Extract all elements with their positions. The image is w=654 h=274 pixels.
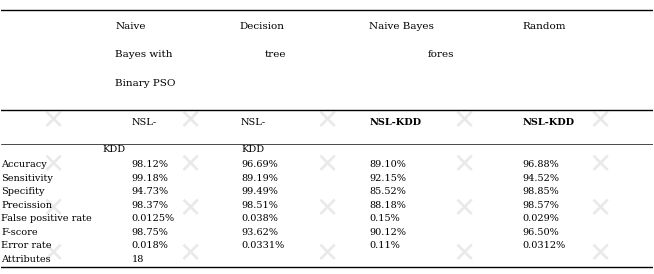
Text: 0.018%: 0.018%: [131, 241, 169, 250]
Text: ✕: ✕: [179, 107, 202, 135]
Text: ✕: ✕: [42, 195, 65, 223]
Text: ✕: ✕: [42, 107, 65, 135]
Text: ✕: ✕: [315, 151, 339, 179]
Text: Error rate: Error rate: [1, 241, 52, 250]
Text: 0.15%: 0.15%: [370, 214, 400, 223]
Text: 0.11%: 0.11%: [370, 241, 400, 250]
Text: 98.51%: 98.51%: [241, 201, 278, 210]
Text: 93.62%: 93.62%: [241, 228, 278, 237]
Text: ✕: ✕: [315, 107, 339, 135]
Text: F-score: F-score: [1, 228, 38, 237]
Text: ✕: ✕: [315, 240, 339, 268]
Text: 98.57%: 98.57%: [523, 201, 559, 210]
Text: Accuracy: Accuracy: [1, 160, 47, 169]
Text: 99.49%: 99.49%: [241, 187, 278, 196]
Text: ✕: ✕: [452, 195, 475, 223]
Text: 94.52%: 94.52%: [523, 174, 559, 182]
Text: ✕: ✕: [452, 240, 475, 268]
Text: 0.029%: 0.029%: [523, 214, 559, 223]
Text: Attributes: Attributes: [1, 255, 51, 264]
Text: 89.10%: 89.10%: [370, 160, 406, 169]
Text: Random: Random: [523, 22, 566, 31]
Text: ✕: ✕: [589, 151, 612, 179]
Text: 90.12%: 90.12%: [370, 228, 406, 237]
Text: 18: 18: [131, 255, 144, 264]
Text: 0.0312%: 0.0312%: [523, 241, 566, 250]
Text: ✕: ✕: [42, 240, 65, 268]
Text: Naive: Naive: [115, 22, 146, 31]
Text: Decision: Decision: [239, 22, 284, 31]
Text: Binary PSO: Binary PSO: [115, 79, 176, 88]
Text: 96.50%: 96.50%: [523, 228, 559, 237]
Text: Bayes with: Bayes with: [115, 50, 173, 59]
Text: 98.75%: 98.75%: [131, 228, 169, 237]
Text: ✕: ✕: [42, 151, 65, 179]
Text: 0.0331%: 0.0331%: [241, 241, 284, 250]
Text: 94.73%: 94.73%: [131, 187, 169, 196]
Text: 96.69%: 96.69%: [241, 160, 278, 169]
Text: 98.85%: 98.85%: [523, 187, 559, 196]
Text: ✕: ✕: [452, 151, 475, 179]
Text: tree: tree: [265, 50, 286, 59]
Text: ✕: ✕: [179, 151, 202, 179]
Text: KDD: KDD: [241, 145, 264, 154]
Text: ✕: ✕: [315, 195, 339, 223]
Text: ✕: ✕: [589, 195, 612, 223]
Text: ✕: ✕: [179, 195, 202, 223]
Text: ✕: ✕: [589, 240, 612, 268]
Text: 85.52%: 85.52%: [370, 187, 406, 196]
Text: 0.0125%: 0.0125%: [131, 214, 175, 223]
Text: Sensitivity: Sensitivity: [1, 174, 53, 182]
Text: fores: fores: [428, 50, 455, 59]
Text: 89.19%: 89.19%: [241, 174, 278, 182]
Text: 0.038%: 0.038%: [241, 214, 278, 223]
Text: 88.18%: 88.18%: [370, 201, 406, 210]
Text: False positive rate: False positive rate: [1, 214, 92, 223]
Text: NSL-KDD: NSL-KDD: [523, 118, 574, 127]
Text: Naive Bayes: Naive Bayes: [370, 22, 434, 31]
Text: 98.37%: 98.37%: [131, 201, 169, 210]
Text: NSL-KDD: NSL-KDD: [370, 118, 421, 127]
Text: 98.12%: 98.12%: [131, 160, 169, 169]
Text: ✕: ✕: [452, 107, 475, 135]
Text: 99.18%: 99.18%: [131, 174, 169, 182]
Text: NSL-: NSL-: [241, 118, 266, 127]
Text: NSL-: NSL-: [131, 118, 157, 127]
Text: ✕: ✕: [589, 107, 612, 135]
Text: 96.88%: 96.88%: [523, 160, 559, 169]
Text: ✕: ✕: [179, 240, 202, 268]
Text: KDD: KDD: [102, 145, 126, 154]
Text: 92.15%: 92.15%: [370, 174, 406, 182]
Text: Precission: Precission: [1, 201, 52, 210]
Text: Specifity: Specifity: [1, 187, 45, 196]
